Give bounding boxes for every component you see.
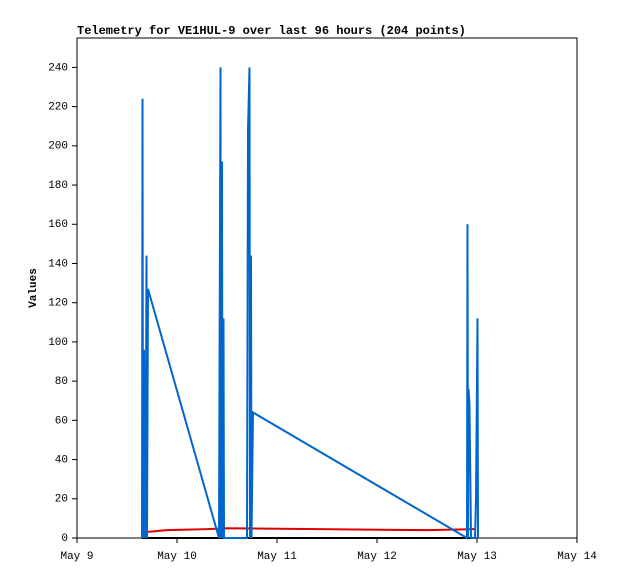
y-tick-label: 40 [55,454,68,466]
x-tick-label: May 14 [557,551,597,563]
x-tick-label: May 11 [257,551,297,563]
x-tick-label: May 13 [457,551,497,563]
x-tick-label: May 10 [157,551,197,563]
y-tick-label: 80 [55,376,68,388]
plot-frame [76,37,578,539]
chart-title: Telemetry for VE1HUL-9 over last 96 hour… [77,24,466,38]
y-tick-label: 200 [48,141,68,153]
x-tick-label: May 9 [60,551,93,563]
y-tick-label: 180 [48,180,68,192]
y-tick-label: 240 [48,62,68,74]
y-tick-label: 100 [48,337,68,349]
y-tick-label: 160 [48,219,68,231]
x-tick-label: May 12 [357,551,397,563]
y-axis-label: Values [28,268,40,308]
y-tick-label: 120 [48,298,68,310]
y-tick-label: 0 [61,533,68,545]
y-tick-label: 60 [55,415,68,427]
y-tick-label: 20 [55,494,68,506]
y-tick-label: 220 [48,102,68,114]
series-line [141,67,479,540]
y-tick-label: 140 [48,258,68,270]
